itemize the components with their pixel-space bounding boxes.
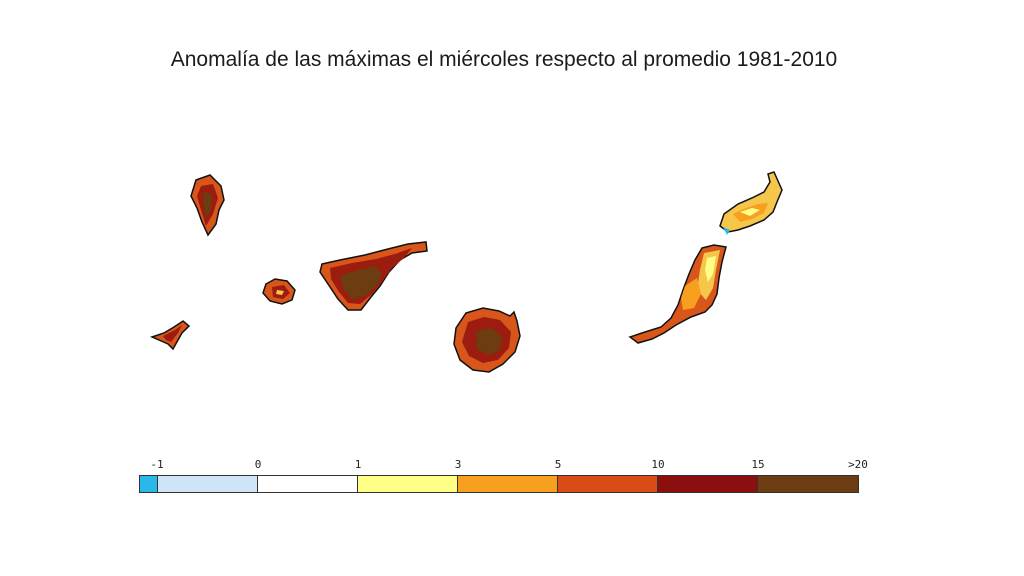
- legend-swatch-gt20: [758, 476, 858, 492]
- legend-label-3: 3: [454, 458, 462, 471]
- legend-label-10: 10: [651, 458, 665, 471]
- legend-label-gt20: >20: [848, 458, 868, 471]
- legend-swatch-5-10: [558, 476, 658, 492]
- legend-swatch-minus1-0: [158, 476, 258, 492]
- legend-label-0: 0: [254, 458, 262, 471]
- map-title: Anomalía de las máximas el miércoles res…: [170, 48, 838, 71]
- legend-swatch-3-5: [458, 476, 558, 492]
- island-lanzarote: [719, 171, 783, 235]
- island-fuerteventura: [628, 244, 727, 344]
- legend-label-1: 1: [354, 458, 362, 471]
- legend-labels: -1 0 1 3 5 10 15 >20: [0, 458, 1024, 474]
- island-la-palma: [190, 174, 225, 237]
- legend-swatch-below-minus1: [140, 476, 158, 492]
- legend-label-15: 15: [751, 458, 765, 471]
- island-el-hierro: [149, 320, 191, 351]
- island-gran-canaria: [453, 307, 521, 373]
- legend-swatch-1-3: [358, 476, 458, 492]
- island-tenerife: [319, 241, 428, 311]
- color-legend-bar: [139, 475, 859, 493]
- legend-swatch-10-15: [658, 476, 758, 492]
- legend-label-5: 5: [554, 458, 562, 471]
- island-la-gomera: [262, 278, 296, 305]
- legend-label-minus1: -1: [150, 458, 164, 471]
- legend-swatch-0-1: [258, 476, 358, 492]
